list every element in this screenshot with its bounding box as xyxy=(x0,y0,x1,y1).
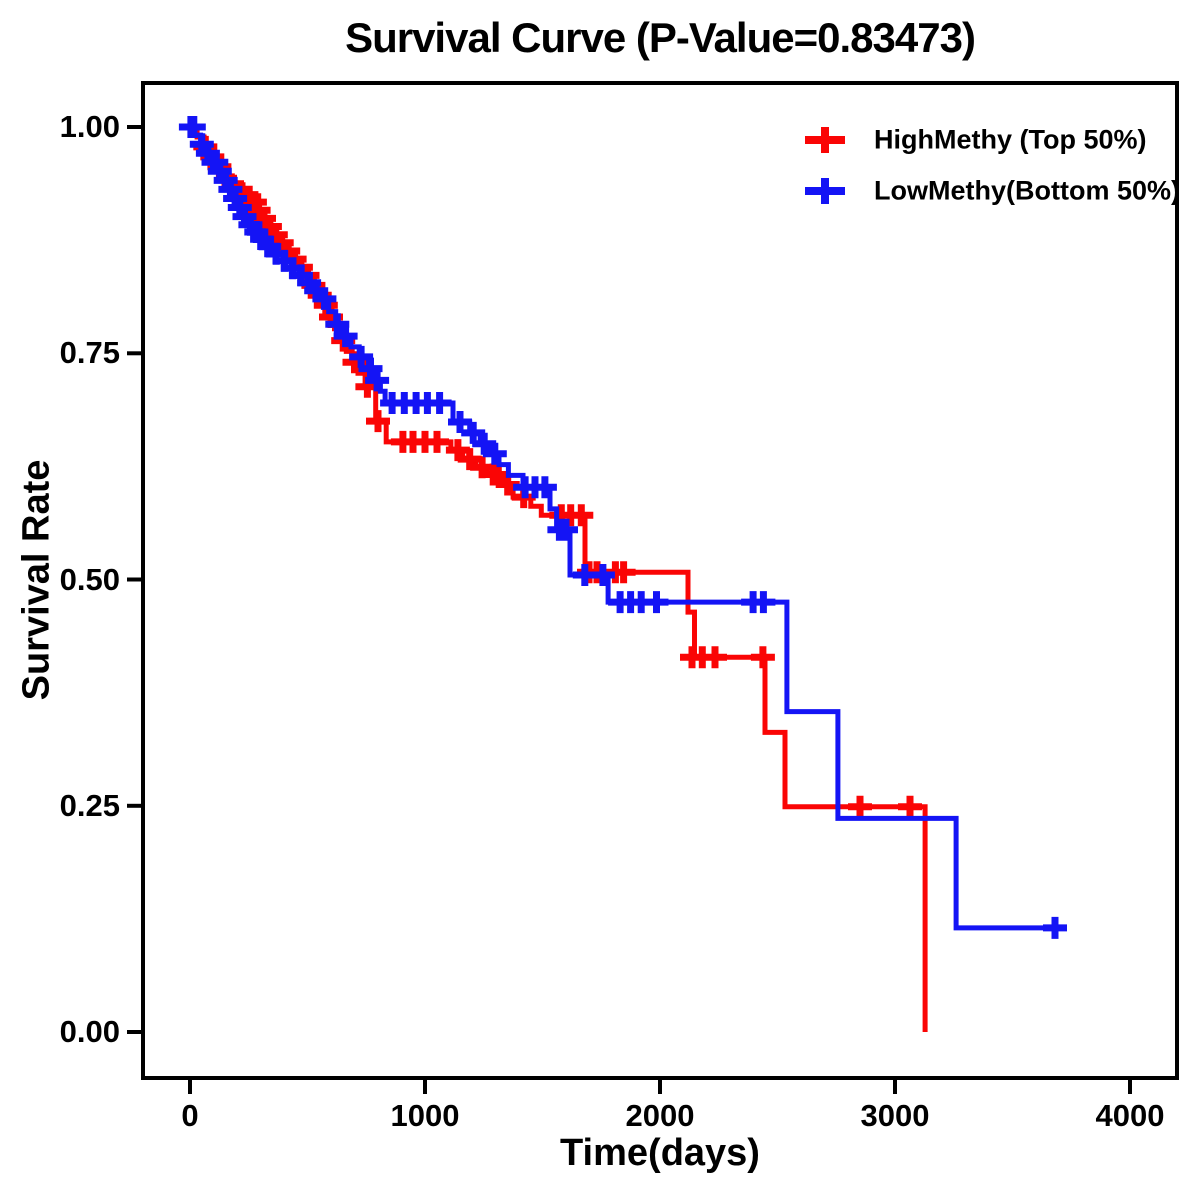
x-axis-title: Time(days) xyxy=(560,1132,760,1174)
lowmethy-survival-curve xyxy=(190,124,1065,931)
y-tick-label: 1.00 xyxy=(59,109,120,144)
x-tick-label: 2000 xyxy=(625,1098,695,1133)
lowmethy-censor-marks xyxy=(178,116,1067,939)
x-tick-label: 4000 xyxy=(1095,1098,1165,1133)
highmethy-censor-marks xyxy=(193,135,922,818)
lowmethy-legend-cross-icon xyxy=(805,178,845,204)
y-tick-label: 0.50 xyxy=(59,562,120,597)
legend-label-highmethy: HighMethy (Top 50%) xyxy=(874,124,1147,155)
x-tick-label: 1000 xyxy=(390,1098,460,1133)
x-tick-label: 0 xyxy=(181,1098,199,1133)
highmethy-legend-cross-icon xyxy=(805,127,845,153)
y-tick-label: 0.25 xyxy=(59,788,120,823)
x-tick-label: 3000 xyxy=(860,1098,930,1133)
chart-title: Survival Curve (P-Value=0.83473) xyxy=(345,14,976,61)
y-tick-label: 0.75 xyxy=(59,335,120,370)
y-tick-label: 0.00 xyxy=(59,1014,120,1049)
legend-label-lowmethy: LowMethy(Bottom 50%) xyxy=(874,175,1180,206)
plot-frame xyxy=(141,81,1179,1080)
y-axis-title: Survival Rate xyxy=(15,459,58,701)
